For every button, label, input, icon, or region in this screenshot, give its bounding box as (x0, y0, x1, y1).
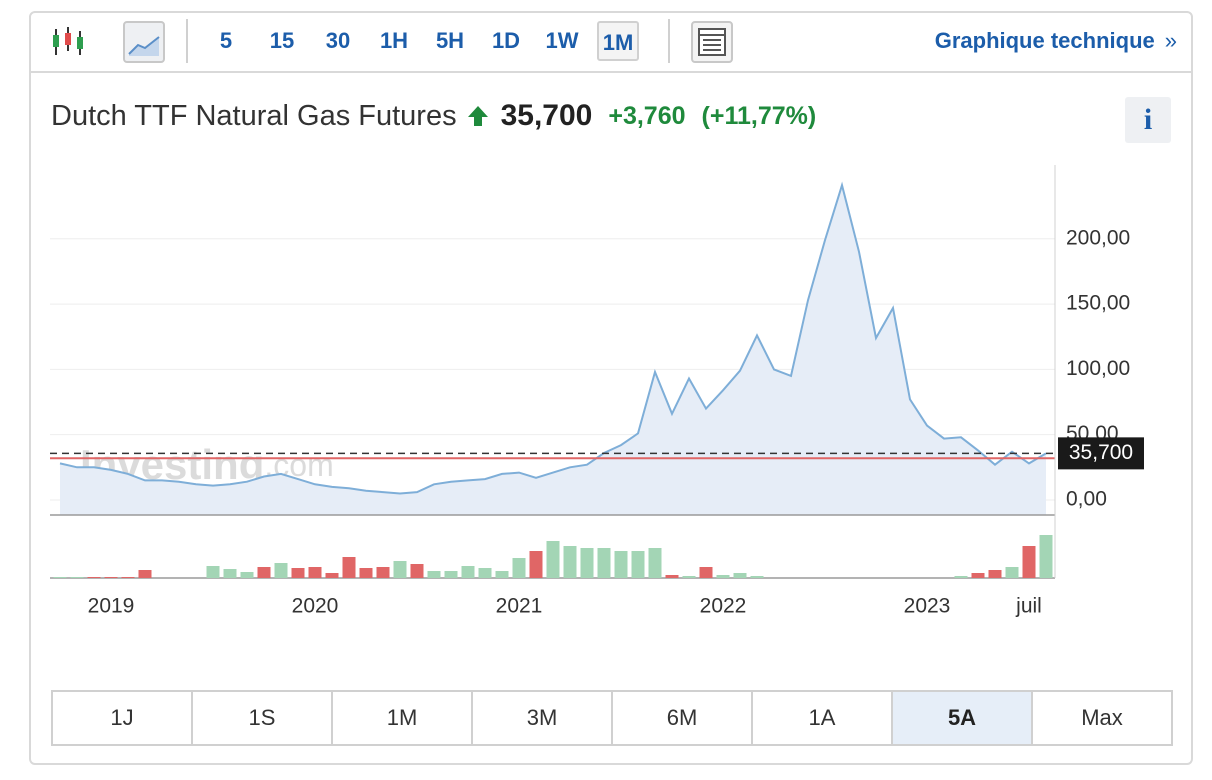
widget-frame (29, 11, 1193, 765)
volume-bar (1039, 535, 1053, 578)
volume-bar (716, 575, 730, 578)
x-tick-label: 2019 (88, 595, 135, 618)
volume-bar (274, 563, 288, 578)
volume-bar (988, 570, 1002, 578)
last-price-box (1058, 437, 1144, 470)
x-tick-label: 2020 (292, 595, 339, 618)
interval-button[interactable]: 15 (269, 28, 295, 53)
line-chart-icon[interactable] (123, 21, 165, 63)
range-button[interactable]: 6M (613, 692, 753, 744)
price-line (59, 181, 1047, 495)
volume-bar (580, 548, 594, 578)
volume-bar (529, 551, 543, 578)
volume-bar (546, 541, 560, 578)
interval-button[interactable]: 5 (219, 28, 233, 53)
separator (186, 19, 188, 63)
volume-bar (733, 573, 747, 578)
x-tick-label: juil (1015, 595, 1042, 618)
volume-bar (342, 557, 356, 578)
instrument-name: Dutch TTF Natural Gas Futures (51, 99, 457, 132)
y-tick-label: 200,00 (1066, 226, 1130, 249)
x-tick-label: 2021 (496, 595, 543, 618)
toolbar: Graphique technique » 5 15 30 1H 5H 1D 1W 1M (29, 11, 1193, 73)
interval-button[interactable]: 5H (435, 28, 465, 53)
candlestick-icon[interactable] (51, 25, 85, 59)
volume-bar (410, 564, 424, 578)
volume-bar (971, 573, 985, 578)
range-button[interactable]: 1S (193, 692, 333, 744)
volume-bar (495, 571, 509, 578)
volume-bar (563, 546, 577, 578)
volume-bar (648, 548, 662, 578)
interval-button[interactable]: 1W (545, 28, 579, 53)
up-arrow (467, 106, 488, 126)
area (60, 185, 1046, 515)
link-text[interactable]: Graphique technique (934, 28, 1155, 53)
y-tick-label: 0,00 (1066, 488, 1107, 511)
range-selector: 1J 1S 1M 3M 6M 1A 5A Max (51, 690, 1173, 746)
y-tick-label: 100,00 (1066, 357, 1130, 380)
interval-button[interactable]: 1M (597, 21, 639, 61)
volume-bar (223, 569, 237, 578)
x-tick-label: 2023 (904, 595, 951, 618)
volume-bar (1005, 567, 1019, 578)
volume-bar (291, 568, 305, 578)
info-button[interactable]: i (1125, 97, 1171, 143)
volume-bar (70, 577, 84, 578)
range-button[interactable]: 1A (753, 692, 893, 744)
volume-bar (121, 577, 135, 578)
x-tick-label: 2022 (700, 595, 747, 618)
volume-bar (393, 561, 407, 578)
change-percent: (+11,77%) (701, 101, 817, 130)
volume-bar (257, 567, 271, 578)
change: +3,760 (608, 101, 686, 130)
link-arrow[interactable]: » (1164, 28, 1177, 53)
volume-bar (359, 568, 373, 578)
range-button[interactable]: 1J (53, 692, 193, 744)
interval-button[interactable]: 30 (325, 28, 351, 53)
y-tick-label: 150,00 (1066, 292, 1130, 315)
range-button[interactable]: 1M (333, 692, 473, 744)
range-button[interactable]: Max (1081, 705, 1123, 730)
volume-bar (376, 567, 390, 578)
volume-bar (240, 572, 254, 578)
volume-bar (478, 568, 492, 578)
technical-chart-link[interactable]: Graphique technique » (935, 21, 1177, 61)
volume-bar (699, 567, 713, 578)
last-price: 35,700 (500, 99, 593, 132)
table-icon[interactable] (691, 21, 733, 63)
volume-bar (138, 570, 152, 578)
volume-bar (597, 548, 611, 578)
volume-bar (444, 571, 458, 578)
volume-bar (750, 576, 764, 578)
volume-bar (512, 558, 526, 578)
volume-bar (427, 571, 441, 578)
volume-bar (53, 577, 67, 578)
volume-bar (308, 567, 322, 578)
volume-bar (682, 576, 696, 578)
volume-bar (461, 566, 475, 578)
interval-button[interactable]: 1D (491, 28, 521, 53)
separator (668, 19, 670, 63)
volume-bar (206, 566, 220, 578)
volume-bar (954, 576, 968, 578)
volume-bar (665, 575, 679, 578)
volume-bar (104, 577, 118, 578)
volume-bar (631, 551, 645, 578)
volume-bar (1022, 546, 1036, 578)
volume-bar (614, 551, 628, 578)
volume-bar (325, 573, 339, 578)
interval-button[interactable]: 1H (379, 28, 409, 53)
header: Dutch TTF Natural Gas Futures 35,700 +3,… (51, 94, 816, 138)
range-button[interactable]: 3M (473, 692, 613, 744)
range-button[interactable]: 5A (893, 692, 1033, 744)
last-price-label: 35,700 (1069, 441, 1133, 464)
volume-bar (87, 577, 101, 578)
